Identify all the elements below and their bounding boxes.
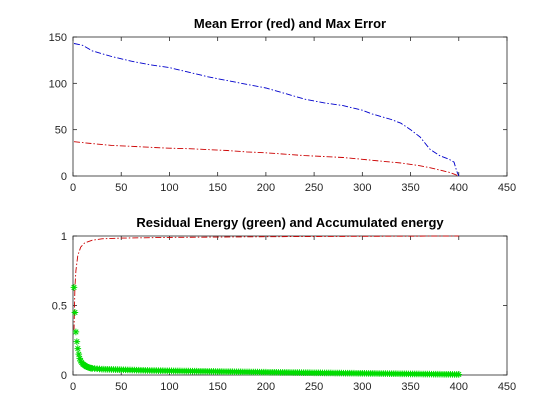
x-tick-label: 0: [70, 381, 76, 393]
x-tick-label: 150: [208, 182, 226, 194]
series-line-0: [73, 43, 460, 177]
x-tick-label: 350: [401, 182, 419, 194]
data-point-star: [74, 345, 82, 352]
plot-title: Residual Energy (green) and Accumulated …: [136, 215, 444, 230]
data-point-star: [75, 350, 83, 358]
y-tick-label: 150: [49, 32, 67, 44]
series-line-1: [73, 141, 459, 177]
x-tick-label: 0: [70, 182, 76, 194]
x-tick-label: 450: [498, 381, 516, 393]
data-point-star: [73, 338, 81, 345]
x-tick-label: 350: [401, 381, 419, 393]
x-tick-label: 200: [257, 182, 275, 194]
x-tick-label: 100: [160, 381, 178, 393]
tick-layer: 0 50 100 150 200 250 300 350 400 450 0 0.5 1: [52, 231, 516, 393]
data-point-star: [72, 328, 80, 336]
y-tick-label: 50: [55, 125, 67, 137]
tick-layer: 0 50 100 150 200 250 300 350 400 450 0 50 100 150: [49, 32, 517, 194]
x-tick-label: 400: [450, 182, 468, 194]
x-tick-label: 300: [353, 381, 371, 393]
y-tick-label: 0: [61, 370, 67, 382]
x-tick-label: 300: [353, 182, 371, 194]
y-tick-label: 0.5: [52, 301, 67, 313]
x-tick-label: 50: [115, 182, 127, 194]
plot-title: Mean Error (red) and Max Error: [194, 16, 386, 31]
plot-mean-max-error: Mean Error (red) and Max Error 0 50 100 150…: [49, 16, 517, 194]
series-layer: [70, 235, 463, 378]
data-point-star: [70, 284, 78, 291]
y-tick-label: 0: [61, 171, 67, 183]
data-point-star: [455, 371, 463, 378]
x-tick-label: 150: [208, 381, 226, 393]
x-tick-label: 100: [160, 182, 178, 194]
axes-box: [72, 235, 508, 376]
data-point-star: [71, 309, 79, 316]
x-tick-label: 400: [450, 381, 468, 393]
data-point-star: [76, 355, 84, 362]
series-layer: [73, 43, 460, 177]
x-tick-label: 250: [305, 182, 323, 194]
y-tick-label: 1: [61, 231, 67, 243]
axes-box: [72, 36, 508, 177]
x-tick-label: 250: [305, 381, 323, 393]
x-tick-label: 50: [115, 381, 127, 393]
x-tick-label: 450: [498, 182, 516, 194]
plot-residual-accumulated-energy: Residual Energy (green) and Accumulated …: [52, 215, 516, 393]
series-line-0: [73, 235, 459, 331]
x-tick-label: 200: [257, 381, 275, 393]
y-tick-label: 100: [49, 78, 67, 90]
